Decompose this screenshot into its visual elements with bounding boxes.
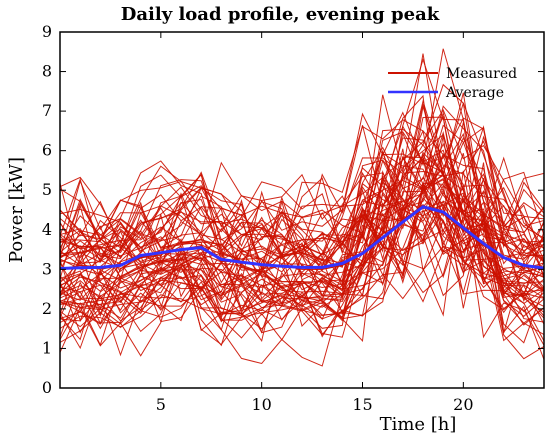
measured-trace bbox=[60, 152, 544, 281]
average-series-group bbox=[60, 205, 544, 270]
measured-trace bbox=[60, 212, 544, 367]
measured-trace bbox=[60, 181, 544, 302]
plot-frame bbox=[59, 31, 545, 389]
chart-title: Daily load profile, evening peak bbox=[121, 4, 440, 25]
measured-line bbox=[60, 205, 544, 270]
measured-trace bbox=[60, 137, 544, 274]
legend-label-measured: Measured bbox=[446, 66, 517, 82]
x-tick-label: 20 bbox=[453, 395, 473, 414]
measured-trace bbox=[60, 105, 544, 298]
measured-trace bbox=[60, 162, 544, 360]
x-tick-label: 5 bbox=[156, 395, 166, 414]
measured-trace bbox=[60, 92, 544, 254]
y-tick-label: 4 bbox=[42, 220, 52, 239]
x-tick-label: 10 bbox=[251, 395, 271, 414]
measured-trace bbox=[60, 83, 544, 279]
measured-trace bbox=[60, 135, 544, 342]
measured-trace bbox=[60, 156, 544, 300]
average-line bbox=[60, 205, 544, 270]
measured-trace bbox=[60, 197, 544, 346]
measured-trace bbox=[60, 182, 544, 318]
x-axis-label: Time [h] bbox=[380, 414, 457, 435]
y-tick-label: 9 bbox=[42, 22, 52, 41]
measured-trace bbox=[60, 129, 544, 278]
measured-trace bbox=[60, 131, 544, 267]
y-tick-label: 1 bbox=[42, 338, 52, 357]
measured-trace bbox=[60, 142, 544, 271]
measured-trace bbox=[60, 203, 544, 317]
measured-trace bbox=[60, 116, 544, 282]
measured-trace bbox=[60, 206, 544, 300]
y-tick-label: 6 bbox=[42, 141, 52, 160]
x-tick-label: 15 bbox=[352, 395, 372, 414]
y-tick-label: 8 bbox=[42, 62, 52, 81]
y-tick-label: 0 bbox=[42, 378, 52, 397]
y-tick-label: 5 bbox=[42, 180, 52, 199]
measured-trace bbox=[60, 208, 544, 336]
measured-series-group bbox=[60, 48, 544, 367]
measured-trace bbox=[60, 48, 544, 255]
measured-trace bbox=[60, 119, 544, 283]
y-tick-label: 3 bbox=[42, 259, 52, 278]
y-tick-label: 2 bbox=[42, 299, 52, 318]
measured-trace bbox=[60, 182, 544, 315]
legend-label-average: Average bbox=[445, 85, 504, 101]
y-axis-label: Power [kW] bbox=[6, 157, 27, 263]
legend: Measured Average bbox=[388, 66, 517, 101]
ticks-group: 0 1 2 3 4 5 6 7 8 9 5 10 15 20 bbox=[42, 22, 544, 414]
y-tick-label: 7 bbox=[42, 101, 52, 120]
